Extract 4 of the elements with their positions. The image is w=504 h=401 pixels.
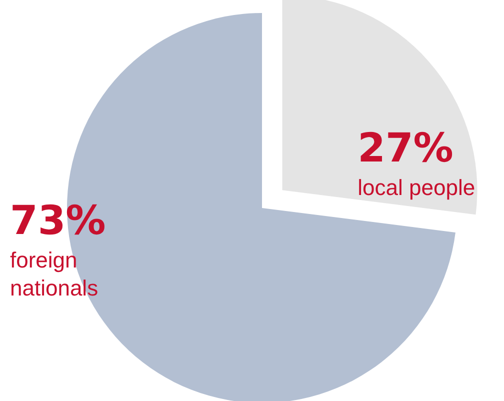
data-label: 73%	[10, 198, 106, 244]
slice-label: local people	[358, 175, 476, 200]
slice-label: foreign nationals	[10, 248, 98, 300]
data-label: 27%	[358, 126, 454, 172]
